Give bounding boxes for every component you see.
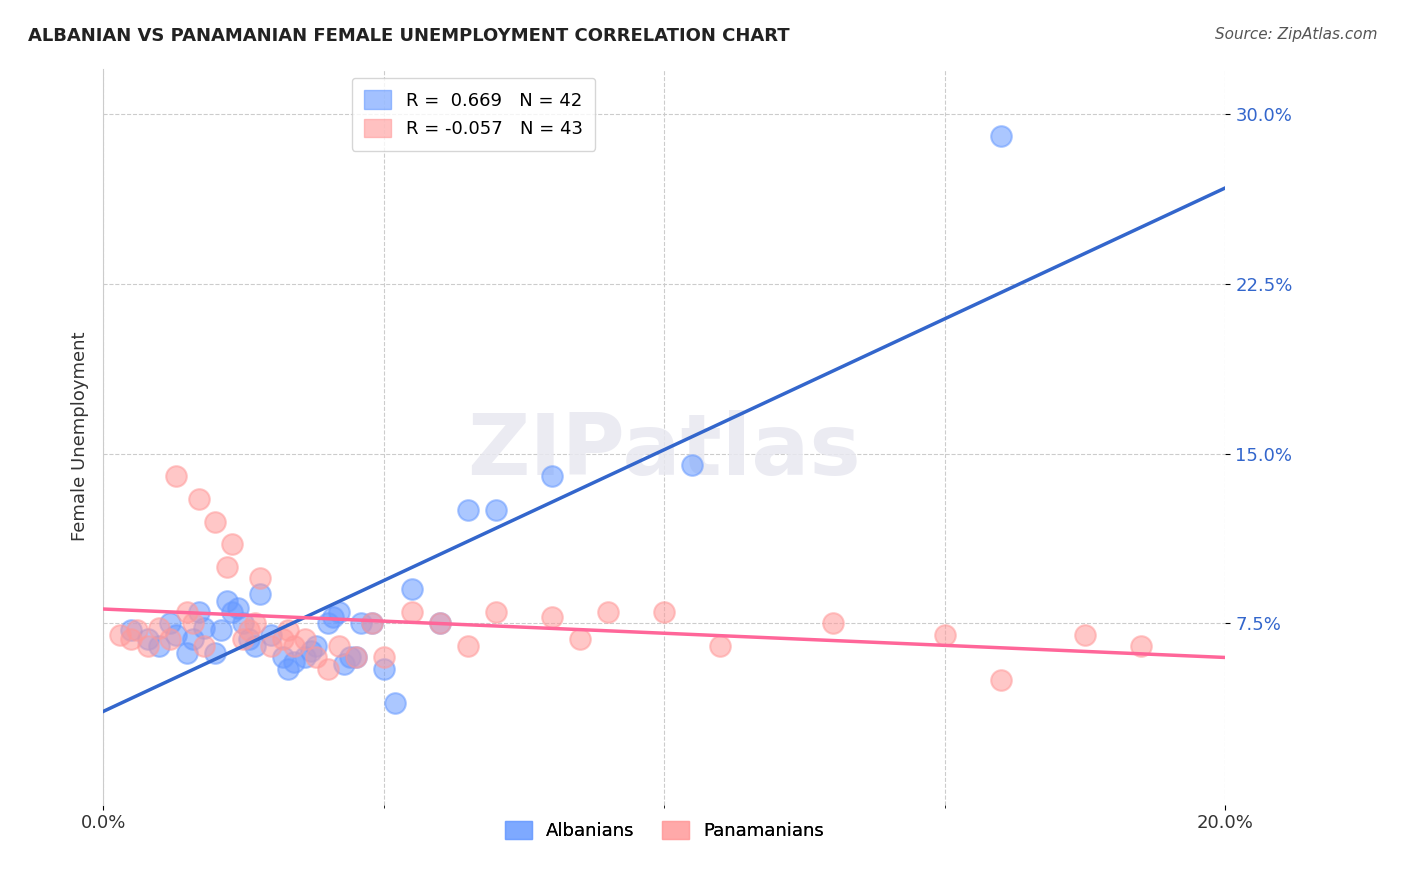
Point [249,571,271,585]
Point [271,650,294,665]
Point [136,639,159,653]
Text: ZIPatlas: ZIPatlas [467,409,862,492]
Point [277,662,299,676]
Point [277,624,299,638]
Point [176,605,198,619]
Point [350,616,373,631]
Point [193,639,215,653]
Legend: Albanians, Panamanians: Albanians, Panamanians [498,814,831,847]
Point [1130,639,1153,653]
Point [485,605,508,619]
Point [108,628,131,642]
Point [136,632,159,647]
Point [361,616,384,631]
Point [429,616,451,631]
Point [238,624,260,638]
Point [249,587,271,601]
Point [283,639,305,653]
Point [457,503,479,517]
Point [821,616,844,631]
Point [125,624,148,638]
Point [294,650,316,665]
Point [243,616,266,631]
Point [401,582,423,597]
Point [344,650,367,665]
Point [232,616,254,631]
Point [429,616,451,631]
Point [187,491,209,506]
Point [221,605,243,619]
Point [165,628,187,642]
Point [384,696,406,710]
Point [209,624,232,638]
Point [541,469,564,483]
Point [681,458,703,472]
Point [193,621,215,635]
Point [373,650,395,665]
Point [260,628,283,642]
Point [299,643,322,657]
Point [934,628,956,642]
Point [322,609,344,624]
Point [232,632,254,647]
Point [333,657,356,672]
Point [260,639,283,653]
Point [305,639,328,653]
Point [1074,628,1097,642]
Point [361,616,384,631]
Point [305,650,328,665]
Point [339,650,361,665]
Point [159,616,181,631]
Text: Source: ZipAtlas.com: Source: ZipAtlas.com [1215,27,1378,42]
Point [271,632,294,647]
Point [120,632,142,647]
Point [990,673,1012,687]
Point [181,632,204,647]
Point [283,655,305,669]
Point [165,469,187,483]
Point [344,650,367,665]
Text: ALBANIAN VS PANAMANIAN FEMALE UNEMPLOYMENT CORRELATION CHART: ALBANIAN VS PANAMANIAN FEMALE UNEMPLOYME… [28,27,790,45]
Point [373,662,395,676]
Point [541,609,564,624]
Point [294,632,316,647]
Point [148,639,170,653]
Point [204,646,226,660]
Point [990,129,1012,144]
Point [226,600,249,615]
Point [221,537,243,551]
Point [215,559,238,574]
Point [401,605,423,619]
Point [328,639,350,653]
Point [652,605,675,619]
Y-axis label: Female Unemployment: Female Unemployment [72,332,89,541]
Point [159,632,181,647]
Point [176,646,198,660]
Point [457,639,479,653]
Point [148,621,170,635]
Point [316,662,339,676]
Point [598,605,620,619]
Point [485,503,508,517]
Point [187,605,209,619]
Point [316,616,339,631]
Point [569,632,592,647]
Point [243,639,266,653]
Point [181,616,204,631]
Point [238,632,260,647]
Point [215,594,238,608]
Point [204,515,226,529]
Point [120,624,142,638]
Point [709,639,731,653]
Point [328,605,350,619]
